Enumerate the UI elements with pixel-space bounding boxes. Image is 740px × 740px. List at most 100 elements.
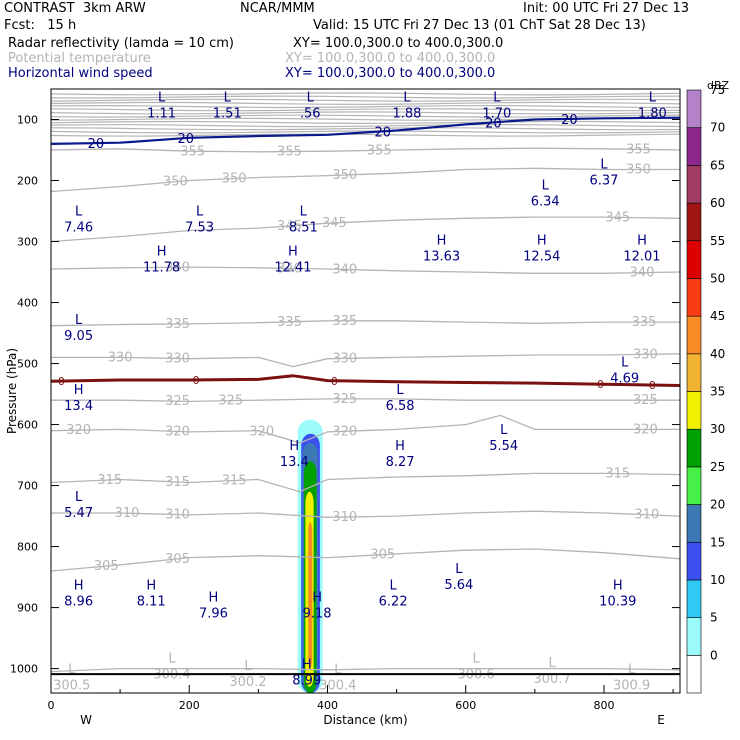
extremum-value: 1.88 <box>392 106 421 121</box>
extremum-value: 7.53 <box>185 220 214 235</box>
extremum-kind: L <box>493 90 501 105</box>
colorbar-level: 15 <box>710 535 725 549</box>
theta-label: 330 <box>633 347 658 362</box>
extremum-kind: L <box>455 562 463 577</box>
field2-name: Potential temperature <box>8 51 151 66</box>
y-tick-label: 1000 <box>10 663 38 676</box>
theta-label: 310 <box>165 508 190 523</box>
theta-isentrope <box>50 167 680 193</box>
colorbar-swatch <box>686 466 702 505</box>
theta-label: 355 <box>626 142 651 157</box>
wind-speed-label: 20 <box>485 116 502 131</box>
init-time: Init: 00 UTC Fri 27 Dec 13 <box>523 1 689 16</box>
wind-speed-label: 20 <box>88 137 105 152</box>
extremum-value: 1.80 <box>638 106 667 121</box>
theta-label: 315 <box>605 467 630 482</box>
theta-label: 350 <box>626 163 651 178</box>
extremum-kind: H <box>637 234 647 249</box>
theta-isentrope-upper <box>50 114 681 118</box>
colorbar-level: 50 <box>710 271 725 285</box>
plot-area <box>51 89 680 693</box>
theta-label: 315 <box>165 475 190 490</box>
theta-label: 305 <box>165 552 190 567</box>
colorbar-level: 65 <box>710 158 725 172</box>
extremum-kind: H <box>613 578 623 593</box>
theta-isentrope <box>51 353 681 368</box>
extremum-kind: L <box>307 90 315 105</box>
y-tick-label: 200 <box>17 175 38 188</box>
colorbar-swatch <box>686 579 702 618</box>
surface-extremum-value: 300.5 <box>53 679 90 694</box>
west-label: W <box>80 713 92 727</box>
theta-label: 315 <box>222 474 247 489</box>
zero-line-label: 0 <box>331 375 338 388</box>
zero-line <box>50 374 681 387</box>
surface-extremum-kind: H <box>302 658 312 673</box>
theta-isentrope-upper <box>50 104 681 109</box>
theta-isentrope <box>50 266 681 274</box>
surface-extremum-value: 300.7 <box>534 672 571 687</box>
extremum-kind: H <box>146 578 156 593</box>
theta-label: 345 <box>322 216 347 231</box>
colorbar-swatch <box>686 617 702 656</box>
extremum-value: 13.63 <box>423 250 460 265</box>
colorbar-level: 70 <box>710 121 725 135</box>
extremum-value: 6.37 <box>589 173 618 188</box>
theta-isentrope-upper <box>50 101 681 106</box>
extremum-value: 1.70 <box>482 106 511 121</box>
extremum-value: 9.05 <box>64 329 93 344</box>
extremum-kind: H <box>537 234 547 249</box>
surface-extremum-kind: L <box>472 652 480 667</box>
colorbar-swatch <box>686 165 702 204</box>
theta-label: 320 <box>332 424 357 439</box>
theta-label: 335 <box>332 314 357 329</box>
extremum-value: 12.41 <box>274 261 311 276</box>
wind-speed-label: 20 <box>178 132 195 147</box>
extremum-kind: H <box>209 591 219 606</box>
extremum-kind: L <box>396 383 404 398</box>
theta-label: 340 <box>630 266 655 281</box>
extremum-value: 7.46 <box>64 220 93 235</box>
extremum-kind: L <box>300 204 308 219</box>
zero-line-label: 0 <box>649 379 656 392</box>
extremum-value: 8.27 <box>386 455 415 470</box>
surface-extremum-value: 300.9 <box>613 679 650 694</box>
extremum-value: 8.51 <box>289 220 318 235</box>
y-tick-label: 400 <box>17 297 38 310</box>
theta-label: 310 <box>115 506 140 521</box>
extremum-kind: L <box>75 313 83 328</box>
colorbar-level: 60 <box>710 196 725 210</box>
extremum-kind: L <box>224 90 232 105</box>
theta-label: 325 <box>633 393 658 408</box>
theta-label: 350 <box>163 175 188 190</box>
theta-isentrope <box>50 414 680 444</box>
extremum-value: 5.54 <box>489 439 518 454</box>
wind-speed-label: 20 <box>375 125 392 140</box>
extremum-value: 6.34 <box>531 195 560 210</box>
theta-label: 320 <box>165 424 190 439</box>
extremum-kind: H <box>437 234 447 249</box>
colorbar-swatch <box>686 127 702 166</box>
y-tick-label: 800 <box>17 541 38 554</box>
theta-isentrope-upper <box>50 98 681 102</box>
y-tick-label: 700 <box>17 480 38 493</box>
valid-time: Valid: 15 UTC Fri 27 Dec 13 (01 ChT Sat … <box>313 18 646 33</box>
colorbar-unit: dBZ <box>707 79 730 92</box>
extremum-kind: H <box>157 245 167 260</box>
extremum-value: 9.18 <box>303 607 332 622</box>
forecast-hour: Fcst: 15 h <box>4 18 77 33</box>
field3-name: Horizontal wind speed <box>8 66 153 81</box>
theta-isentrope <box>50 667 681 673</box>
theta-label: 345 <box>605 210 630 225</box>
theta-label: 350 <box>332 168 357 183</box>
surface-extremum-kind: L <box>244 659 252 674</box>
extremum-value: 6.58 <box>386 399 415 414</box>
zero-line-label: 0 <box>193 374 200 387</box>
colorbar-swatch <box>686 315 702 355</box>
extremum-kind: L <box>621 356 629 371</box>
surface-extremum-kind: L <box>168 652 176 667</box>
zero-line-label: 0 <box>58 375 65 388</box>
extremum-value: .56 <box>300 106 321 121</box>
theta-label: 345 <box>277 219 302 234</box>
x-tick-label: 400 <box>317 699 338 712</box>
